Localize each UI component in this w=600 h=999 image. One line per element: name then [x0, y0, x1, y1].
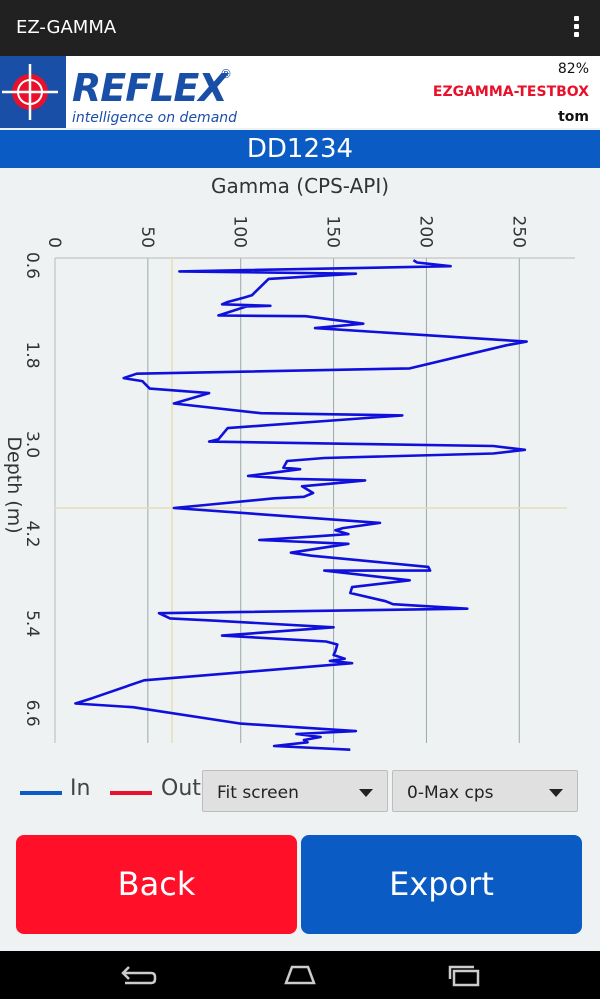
export-button[interactable]: Export: [301, 835, 582, 934]
series-line-in: [74, 259, 529, 751]
y-tick-label: 1.8: [22, 341, 42, 368]
back-nav-icon[interactable]: [115, 961, 159, 989]
overflow-menu-icon[interactable]: [566, 14, 586, 42]
legend-out-label: Out: [161, 776, 201, 801]
brand-header: [0, 56, 600, 128]
gamma-chart[interactable]: Gamma (CPS-API) Depth (m) 0 50 100 150 200 25…: [0, 168, 600, 768]
device-name: EZGAMMA-TESTBOX: [432, 84, 589, 100]
y-axis-label: Depth (m): [3, 436, 25, 533]
x-tick-label: 200: [415, 216, 435, 248]
crosshair-logo-icon: [0, 56, 66, 128]
back-button[interactable]: Back: [16, 835, 297, 934]
y-tick-label: 3.0: [22, 431, 42, 458]
scale-dropdown-value: Fit screen: [217, 783, 299, 803]
app-title-bar: EZ-GAMMA: [0, 0, 600, 56]
brand-registered-mark: ®: [220, 67, 232, 81]
brand-logo: REFLEX: [72, 66, 228, 110]
recents-nav-icon[interactable]: [444, 961, 484, 989]
hole-id: DD1234: [0, 130, 600, 168]
y-tick-label: 4.2: [22, 521, 42, 548]
legend-out-swatch: [110, 791, 152, 795]
legend-in-label: In: [70, 776, 91, 801]
home-nav-icon[interactable]: [280, 961, 320, 989]
x-tick-label: 50: [137, 226, 157, 248]
chevron-down-icon: [549, 789, 563, 797]
chevron-down-icon: [359, 789, 373, 797]
legend-in-swatch: [20, 791, 62, 795]
y-tick-label: 5.4: [22, 610, 42, 637]
x-tick-label: 250: [508, 216, 528, 248]
range-dropdown-value: 0-Max cps: [407, 783, 494, 803]
x-tick-label: 100: [230, 216, 250, 248]
x-tick-label: 0: [44, 237, 64, 248]
user-name: tom: [558, 109, 589, 125]
y-tick-label: 0.6: [22, 252, 42, 279]
brand-tagline: intelligence on demand: [72, 110, 238, 126]
battery-level: 82%: [557, 61, 589, 77]
scale-dropdown[interactable]: Fit screen: [202, 770, 388, 812]
chart-title: Gamma (CPS-API): [211, 174, 389, 198]
y-tick-label: 6.6: [22, 700, 42, 727]
range-dropdown[interactable]: 0-Max cps: [392, 770, 578, 812]
system-nav-bar: [0, 951, 600, 999]
app-title: EZ-GAMMA: [16, 17, 117, 38]
gamma-chart-svg: Gamma (CPS-API) Depth (m) 0 50 100 150 200 25…: [3, 174, 575, 751]
x-tick-label: 150: [323, 216, 343, 248]
